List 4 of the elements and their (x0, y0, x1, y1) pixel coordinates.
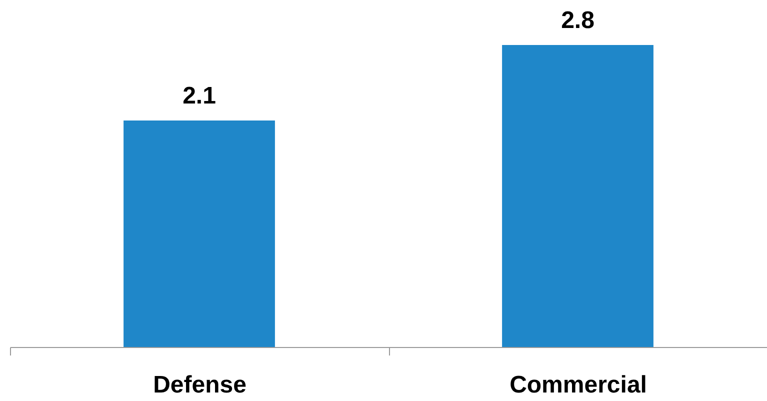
data-label: 2.8 (561, 7, 594, 34)
x-tick-label: Commercial (510, 372, 647, 398)
data-label: 2.1 (182, 82, 216, 110)
x-tick-label: Defense (153, 372, 246, 398)
